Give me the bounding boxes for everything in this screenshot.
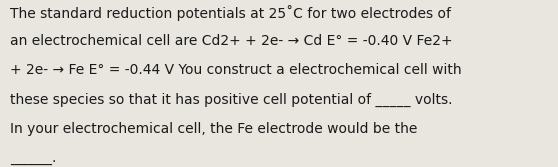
Text: In your electrochemical cell, the Fe electrode would be the: In your electrochemical cell, the Fe ele…	[10, 122, 417, 136]
Text: these species so that it has positive cell potential of _____ volts.: these species so that it has positive ce…	[10, 93, 453, 107]
Text: + 2e- → Fe E° = -0.44 V You construct a electrochemical cell with: + 2e- → Fe E° = -0.44 V You construct a …	[10, 63, 461, 77]
Text: ______.: ______.	[10, 151, 56, 165]
Text: an electrochemical cell are Cd2+ + 2e- → Cd E° = -0.40 V Fe2+: an electrochemical cell are Cd2+ + 2e- →…	[10, 34, 453, 48]
Text: The standard reduction potentials at 25˚C for two electrodes of: The standard reduction potentials at 25˚…	[10, 5, 451, 21]
